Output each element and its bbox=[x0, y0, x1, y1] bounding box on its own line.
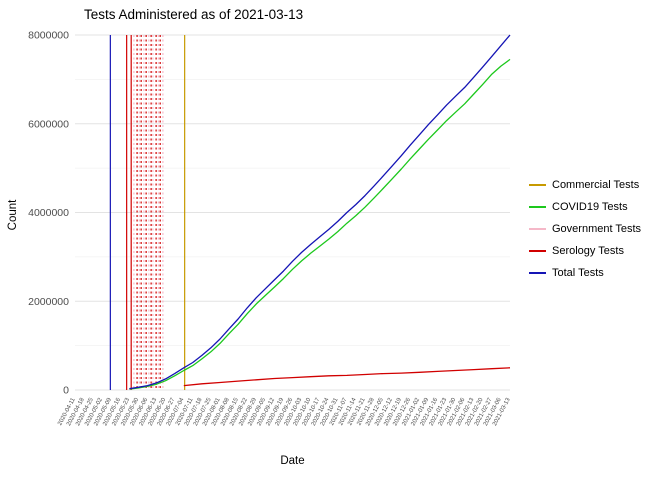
series-line-covid19-tests bbox=[129, 58, 511, 390]
legend-key-line bbox=[529, 227, 546, 230]
legend-item: Total Tests bbox=[529, 264, 641, 281]
y-tick-label: 2000000 bbox=[28, 296, 69, 308]
series-line-serology-tests bbox=[183, 367, 511, 387]
legend-key-line bbox=[529, 271, 546, 274]
legend-item: Government Tests bbox=[529, 220, 641, 237]
legend-label: Commercial Tests bbox=[552, 178, 640, 191]
y-tick-label: 4000000 bbox=[28, 207, 69, 219]
series-line-total-tests bbox=[129, 34, 511, 390]
legend-key-line bbox=[529, 183, 546, 186]
legend-key-line bbox=[529, 205, 546, 208]
legend-label: Government Tests bbox=[552, 222, 642, 235]
legend-item: COVID19 Tests bbox=[529, 198, 641, 215]
legend-key-line bbox=[529, 249, 546, 252]
legend-label: Serology Tests bbox=[552, 244, 624, 257]
x-axis-title: Date bbox=[280, 455, 305, 467]
legend: Commercial Tests COVID19 Tests Government … bbox=[529, 176, 641, 281]
y-tick-label: 6000000 bbox=[28, 118, 69, 130]
y-tick-label: 8000000 bbox=[28, 30, 69, 42]
legend-label: Total Tests bbox=[552, 266, 604, 279]
legend-item: Commercial Tests bbox=[529, 176, 641, 193]
legend-label: COVID19 Tests bbox=[552, 200, 628, 213]
legend-item: Serology Tests bbox=[529, 242, 641, 259]
y-tick-label: 0 bbox=[63, 385, 69, 397]
chart-title: Tests Administered as of 2021-03-13 bbox=[84, 7, 304, 22]
